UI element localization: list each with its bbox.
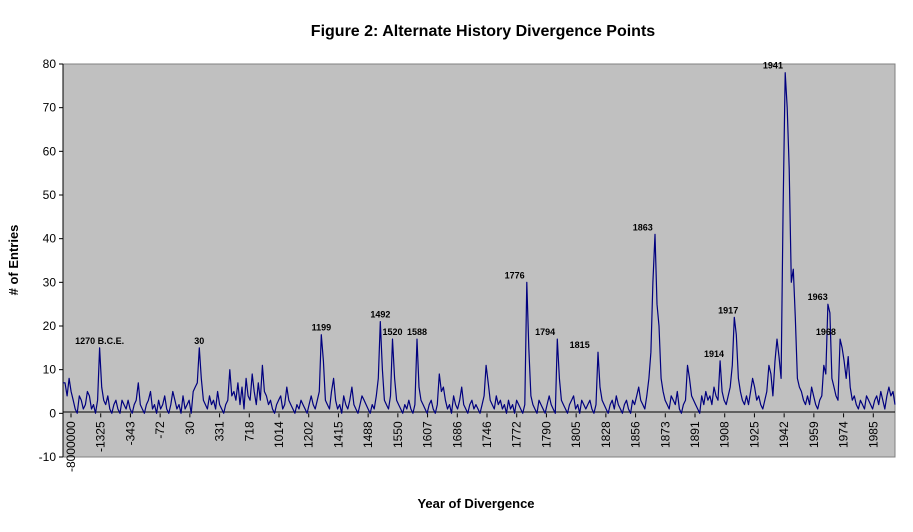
x-tick-label: 1772 <box>510 421 524 448</box>
annotation-label: 1815 <box>570 340 590 350</box>
x-tick-label: 1942 <box>777 421 791 448</box>
y-tick-label: 70 <box>43 101 57 115</box>
annotation-label: 1917 <box>718 305 738 315</box>
x-tick-label: 1415 <box>331 421 345 448</box>
annotation-label: 1270 B.C.E. <box>75 336 124 346</box>
annotation-label: 1863 <box>633 222 653 232</box>
x-tick-label: 331 <box>213 421 227 441</box>
x-tick-label: 30 <box>183 421 197 435</box>
series-line <box>63 72 896 414</box>
annotation-label: 1794 <box>535 327 555 337</box>
x-tick-label: 1550 <box>391 421 405 448</box>
x-tick-label: 1891 <box>688 421 702 448</box>
annotation-label: 1588 <box>407 327 427 337</box>
y-tick-label: 40 <box>43 232 57 246</box>
x-tick-label: -343 <box>123 421 137 445</box>
y-tick-label: 30 <box>43 275 57 289</box>
x-tick-label: 1985 <box>866 421 880 448</box>
y-tick-label: 80 <box>43 57 57 71</box>
y-tick-label: 60 <box>43 144 57 158</box>
annotation-label: 1520 <box>383 327 403 337</box>
x-tick-label: 1607 <box>421 421 435 448</box>
y-axis-title: # of Entries <box>6 225 21 296</box>
annotation-label: 1199 <box>312 323 332 333</box>
x-tick-label: 1014 <box>272 421 286 448</box>
x-tick-label: -8000000 <box>64 421 78 472</box>
x-tick-label: 1873 <box>658 421 672 448</box>
x-tick-label: 1959 <box>807 421 821 448</box>
x-tick-label: 1925 <box>747 421 761 448</box>
x-tick-label: -1325 <box>94 421 108 452</box>
y-tick-label: 20 <box>43 319 57 333</box>
annotation-label: 30 <box>194 336 204 346</box>
annotation-label: 1914 <box>704 349 724 359</box>
x-ticks: -8000000 -1325 -343 -72 30 331 718 1014 1202 1415… <box>64 413 880 472</box>
x-tick-label: 1202 <box>302 421 316 448</box>
x-tick-label: 1805 <box>569 421 583 448</box>
annotation-label: 1963 <box>808 292 828 302</box>
annotation-label: 1968 <box>816 327 836 337</box>
annotation-label: 1776 <box>505 270 525 280</box>
x-tick-label: 1686 <box>450 421 464 448</box>
x-tick-label: 1790 <box>539 421 553 448</box>
plot-area <box>62 63 896 458</box>
chart-title: Figure 2: Alternate History Divergence P… <box>311 23 655 40</box>
annotation-label: 1492 <box>370 310 390 320</box>
x-tick-label: 1746 <box>480 421 494 448</box>
y-tick-label: 0 <box>49 406 56 420</box>
y-tick-label: -10 <box>39 450 57 464</box>
y-ticks: -10 0 10 20 30 40 50 60 70 80 <box>39 57 63 464</box>
x-tick-label: 1828 <box>599 421 613 448</box>
x-axis-title: Year of Divergence <box>417 496 534 511</box>
x-tick-label: 1974 <box>837 421 851 448</box>
y-tick-label: 10 <box>43 363 57 377</box>
y-tick-label: 50 <box>43 188 57 202</box>
annotations: 1270 B.C.E. 30 1199 1492 1520 1588 1776 1794 181… <box>75 61 836 359</box>
x-tick-label: 1488 <box>361 421 375 448</box>
x-tick-label: 1908 <box>718 421 732 448</box>
annotation-label: 1941 <box>763 61 783 71</box>
x-tick-label: 718 <box>242 421 256 441</box>
x-tick-label: 1856 <box>629 421 643 448</box>
x-tick-label: -72 <box>153 421 167 439</box>
